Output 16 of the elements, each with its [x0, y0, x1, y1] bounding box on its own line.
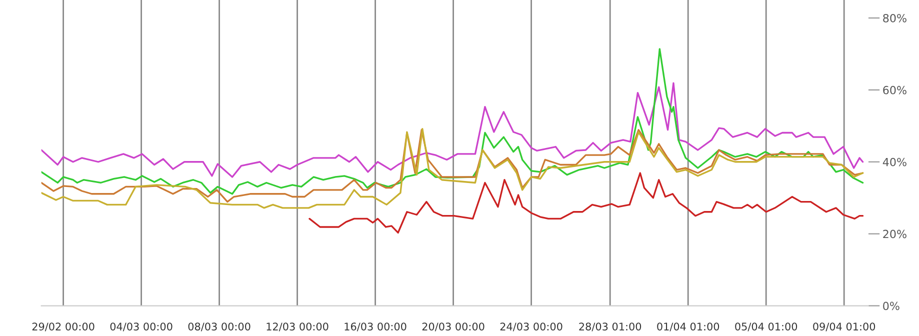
- x-tick-label: 01/04 01:00: [657, 322, 720, 332]
- x-tick-label: 12/03 00:00: [266, 322, 328, 332]
- y-tick-label: 0%: [883, 302, 900, 310]
- x-tick-label: 24/03 00:00: [500, 322, 562, 332]
- x-tick-label: 20/03 00:00: [422, 322, 484, 332]
- y-tick-label: 40%: [882, 158, 906, 166]
- x-tick-label: 08/03 00:00: [188, 322, 250, 332]
- x-tick-label: 16/03 00:00: [344, 322, 406, 332]
- y-tick-label: 20%: [883, 230, 906, 238]
- y-tick-label: 80%: [883, 14, 906, 22]
- y-tick-label: 60%: [883, 86, 906, 94]
- x-tick-label: 04/03 00:00: [110, 322, 172, 332]
- x-tick-label: 05/04 01:00: [735, 322, 798, 332]
- x-tick-label: 29/02 00:00: [32, 322, 94, 332]
- x-tick-label: 09/04 01:00: [813, 322, 876, 332]
- x-tick-label: 28/03 01:00: [579, 322, 642, 332]
